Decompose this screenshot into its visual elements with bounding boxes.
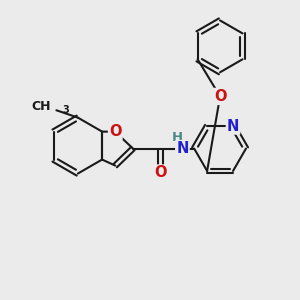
Text: H: H bbox=[172, 131, 183, 144]
Text: CH: CH bbox=[32, 100, 51, 113]
Text: N: N bbox=[227, 118, 239, 134]
Text: O: O bbox=[109, 124, 122, 139]
Text: O: O bbox=[154, 166, 167, 181]
Text: 3: 3 bbox=[62, 105, 69, 115]
Text: O: O bbox=[214, 89, 226, 104]
Text: N: N bbox=[176, 141, 189, 156]
